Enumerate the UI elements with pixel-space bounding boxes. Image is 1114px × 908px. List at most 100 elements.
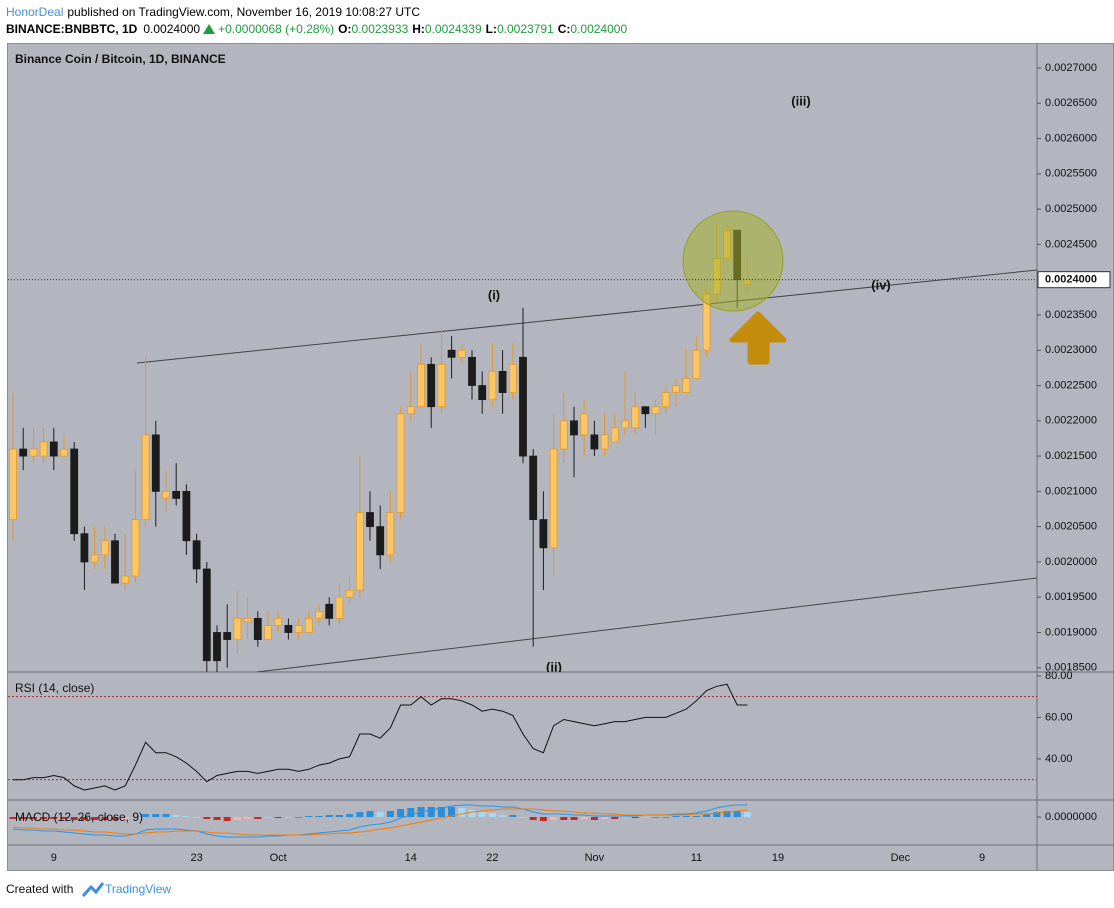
change: +0.0000068 (+0.28%) <box>218 22 335 36</box>
macd-histogram-bar <box>274 817 282 818</box>
author[interactable]: HonorDeal <box>6 5 64 19</box>
macd-histogram-bar <box>284 817 292 818</box>
macd-histogram-bar <box>437 807 445 817</box>
candle-body <box>294 625 303 633</box>
candle-body <box>682 378 691 393</box>
x-tick-label: Dec <box>891 852 911 864</box>
footer-brand: TradingView <box>105 882 171 896</box>
macd-histogram-bar <box>29 817 37 819</box>
macd-histogram-bar <box>356 812 364 817</box>
macd-histogram-bar <box>19 817 27 819</box>
y-tick-label: 0.0024500 <box>1045 238 1097 250</box>
candle-body <box>264 625 272 640</box>
macd-histogram-bar <box>376 812 384 817</box>
candle-body <box>192 540 201 570</box>
macd-histogram-bar <box>672 816 680 817</box>
candle-body <box>345 589 354 598</box>
macd-histogram-bar <box>254 817 262 819</box>
macd-histogram-bar <box>60 817 68 819</box>
last-price-label: 0.0024000 <box>1045 274 1097 286</box>
macd-histogram-bar <box>315 816 323 817</box>
macd-histogram-bar <box>458 808 466 817</box>
macd-histogram-bar <box>203 817 211 819</box>
candle-body <box>621 420 629 429</box>
macd-histogram-bar <box>570 817 578 820</box>
macd-histogram-bar <box>91 817 99 820</box>
candle-body <box>223 632 232 640</box>
macd-histogram-bar <box>264 817 272 818</box>
macd-histogram-bar <box>448 807 456 817</box>
candle-body <box>49 441 58 457</box>
macd-histogram-bar <box>80 817 88 820</box>
macd-histogram-bar <box>509 815 517 817</box>
macd-histogram-bar <box>682 816 690 817</box>
macd-histogram-bar <box>743 812 751 817</box>
last-price-box <box>1037 271 1111 289</box>
macd-histogram-bar <box>213 817 221 820</box>
candle-body <box>549 448 558 549</box>
x-tick-label: Nov <box>585 852 605 864</box>
macd-histogram-bar <box>223 817 231 821</box>
candle-body <box>182 490 191 542</box>
ohlc-value: 0.0023791 <box>496 22 554 36</box>
y-tick-label: 0.0021500 <box>1045 450 1097 462</box>
macd-histogram-bar <box>703 814 711 817</box>
arrow-up <box>729 311 787 365</box>
macd-histogram-bar <box>692 816 700 817</box>
ohlc-label: H: <box>412 22 425 36</box>
macd-histogram-bar <box>162 814 170 817</box>
macd-histogram-bar <box>325 815 333 817</box>
ohlc-value: 0.0024339 <box>424 22 482 36</box>
macd-histogram-bar <box>244 817 252 819</box>
candle-body <box>417 363 425 408</box>
candle-body <box>672 385 680 393</box>
candle-body <box>274 617 283 626</box>
wave-label: (ii) <box>546 659 562 674</box>
y-tick-label: 0.0018500 <box>1045 662 1097 674</box>
candle-body <box>590 434 599 450</box>
macd-histogram-bar <box>733 811 741 817</box>
macd-histogram-bar <box>142 814 150 817</box>
footer-text: Created with <box>6 882 73 896</box>
candle-body <box>498 371 507 393</box>
candle-body <box>233 617 242 640</box>
candle-body <box>447 349 456 358</box>
macd-histogram-bar <box>121 817 129 819</box>
wave-label: (iv) <box>871 277 891 292</box>
macd-histogram-bar <box>621 817 629 818</box>
macd-histogram-bar <box>397 809 405 817</box>
candle-body <box>213 632 221 662</box>
signal-line <box>12 808 748 836</box>
macd-histogram-bar <box>601 817 609 819</box>
macd-histogram-bar <box>560 817 568 820</box>
macd-histogram-bar <box>488 813 496 817</box>
y-tick-label: 0.0022000 <box>1045 415 1097 427</box>
y-tick-label: 0.0022500 <box>1045 379 1097 391</box>
ohlc-label: C: <box>557 22 571 36</box>
candle-body <box>396 413 405 513</box>
macd-histogram-bar <box>101 817 109 820</box>
y-tick-label: 40.00 <box>1045 753 1073 765</box>
candle-body <box>162 490 170 499</box>
candle-body <box>131 519 140 577</box>
y-tick-label: 0.0019000 <box>1045 626 1097 638</box>
last-value: 0.0024000 <box>143 22 201 36</box>
ohlc-value: 0.0023933 <box>351 22 409 36</box>
candle-body <box>386 512 395 556</box>
macd-histogram-bar <box>40 817 48 819</box>
x-tick-label: 11 <box>691 852 702 864</box>
macd-histogram-bar <box>641 817 649 818</box>
macd-histogram-bar <box>366 811 374 817</box>
candle-body <box>692 349 701 379</box>
y-tick-label: 0.0023500 <box>1045 309 1097 321</box>
macd-histogram-bar <box>193 817 201 818</box>
published: published on TradingView.com, November 1… <box>67 5 421 19</box>
candle-body <box>641 406 650 415</box>
y-tick-label: 0.0020000 <box>1045 556 1097 568</box>
logo <box>81 882 105 897</box>
y-tick-label: 0.0026500 <box>1045 97 1097 109</box>
candle-body <box>121 575 130 584</box>
macd-histogram-bar <box>305 816 313 817</box>
y-tick-label: 60.00 <box>1045 711 1073 723</box>
